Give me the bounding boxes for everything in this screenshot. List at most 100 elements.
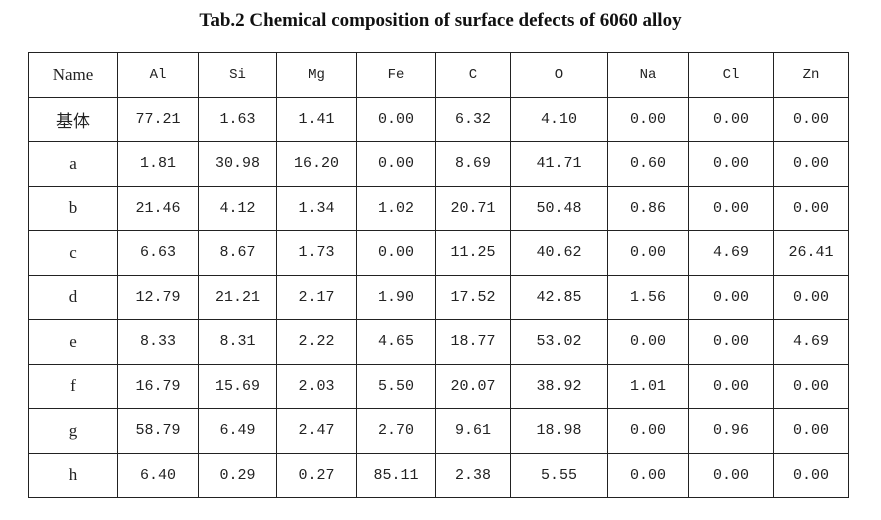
- header-cell-mg: Mg: [276, 52, 357, 98]
- table-cell: 0.00: [688, 319, 774, 365]
- table-cell: 0.00: [688, 452, 774, 498]
- header-cell-o: O: [510, 52, 608, 98]
- table-cell: 0.00: [773, 141, 849, 187]
- table-cell: 4.12: [198, 185, 277, 231]
- table-cell: 4.10: [510, 96, 608, 142]
- table-cell: 0.00: [356, 96, 436, 142]
- table-cell: 21.46: [117, 185, 199, 231]
- table-cell: 0.00: [607, 452, 689, 498]
- table-cell: 53.02: [510, 319, 608, 365]
- table-cell: 18.77: [435, 319, 511, 365]
- table-cell: 20.07: [435, 363, 511, 409]
- table-cell: 15.69: [198, 363, 277, 409]
- table-cell: 38.92: [510, 363, 608, 409]
- header-cell-zn: Zn: [773, 52, 849, 98]
- table-cell: 30.98: [198, 141, 277, 187]
- table-cell: 17.52: [435, 274, 511, 320]
- table-cell: 16.20: [276, 141, 357, 187]
- header-cell-c: C: [435, 52, 511, 98]
- table-cell: 50.48: [510, 185, 608, 231]
- table-cell: 6.49: [198, 408, 277, 454]
- table-row: g 58.79 6.49 2.47 2.70 9.61 18.98 0.00 0…: [28, 408, 849, 454]
- table-cell: 0.29: [198, 452, 277, 498]
- table-cell: 5.55: [510, 452, 608, 498]
- row-name-cell: h: [28, 452, 118, 498]
- table-cell: 0.00: [773, 363, 849, 409]
- table-cell: 0.00: [607, 230, 689, 276]
- table-cell: 8.33: [117, 319, 199, 365]
- row-name-cell: g: [28, 408, 118, 454]
- table-cell: 1.41: [276, 96, 357, 142]
- table-cell: 0.00: [688, 363, 774, 409]
- header-row: Name Al Si Mg Fe C O Na Cl Zn: [28, 52, 849, 98]
- table-cell: 6.40: [117, 452, 199, 498]
- table-cell: 1.90: [356, 274, 436, 320]
- table-row: f 16.79 15.69 2.03 5.50 20.07 38.92 1.01…: [28, 363, 849, 409]
- table-cell: 0.00: [688, 141, 774, 187]
- table-cell: 8.67: [198, 230, 277, 276]
- table-cell: 1.56: [607, 274, 689, 320]
- composition-table: Name Al Si Mg Fe C O Na Cl Zn 基体 77.21 1…: [28, 52, 849, 498]
- table-cell: 85.11: [356, 452, 436, 498]
- row-name-cell: a: [28, 141, 118, 187]
- header-cell-cl: Cl: [688, 52, 774, 98]
- row-name-cell: e: [28, 319, 118, 365]
- table-cell: 9.61: [435, 408, 511, 454]
- table-cell: 58.79: [117, 408, 199, 454]
- table-caption: Tab.2 Chemical composition of surface de…: [199, 10, 682, 31]
- table-cell: 0.00: [688, 274, 774, 320]
- table-cell: 40.62: [510, 230, 608, 276]
- table-row: e 8.33 8.31 2.22 4.65 18.77 53.02 0.00 0…: [28, 319, 849, 365]
- row-name-cell: 基体: [28, 96, 118, 142]
- table-cell: 0.00: [356, 141, 436, 187]
- table-cell: 0.27: [276, 452, 357, 498]
- table-cell: 1.02: [356, 185, 436, 231]
- table-cell: 6.32: [435, 96, 511, 142]
- table-cell: 8.31: [198, 319, 277, 365]
- table-cell: 0.00: [356, 230, 436, 276]
- table-cell: 0.00: [773, 408, 849, 454]
- table-cell: 5.50: [356, 363, 436, 409]
- table-row: h 6.40 0.29 0.27 85.11 2.38 5.55 0.00 0.…: [28, 452, 849, 498]
- table-cell: 16.79: [117, 363, 199, 409]
- table-row: 基体 77.21 1.63 1.41 0.00 6.32 4.10 0.00 0…: [28, 96, 849, 142]
- table-cell: 0.00: [773, 452, 849, 498]
- row-name-cell: b: [28, 185, 118, 231]
- table-cell: 11.25: [435, 230, 511, 276]
- table-cell: 0.00: [607, 319, 689, 365]
- table-row: b 21.46 4.12 1.34 1.02 20.71 50.48 0.86 …: [28, 185, 849, 231]
- table-cell: 2.17: [276, 274, 357, 320]
- table-cell: 26.41: [773, 230, 849, 276]
- table-cell: 1.81: [117, 141, 199, 187]
- table-cell: 0.00: [688, 96, 774, 142]
- table-cell: 42.85: [510, 274, 608, 320]
- header-cell-al: Al: [117, 52, 199, 98]
- table-row: d 12.79 21.21 2.17 1.90 17.52 42.85 1.56…: [28, 274, 849, 320]
- table-cell: 4.69: [688, 230, 774, 276]
- table-cell: 4.65: [356, 319, 436, 365]
- table-cell: 2.22: [276, 319, 357, 365]
- table-cell: 2.47: [276, 408, 357, 454]
- header-cell-fe: Fe: [356, 52, 436, 98]
- table-cell: 77.21: [117, 96, 199, 142]
- table-cell: 4.69: [773, 319, 849, 365]
- table-cell: 0.00: [688, 185, 774, 231]
- table-cell: 0.00: [773, 185, 849, 231]
- row-name-cell: f: [28, 363, 118, 409]
- table-row: a 1.81 30.98 16.20 0.00 8.69 41.71 0.60 …: [28, 141, 849, 187]
- table-cell: 1.73: [276, 230, 357, 276]
- table-cell: 0.60: [607, 141, 689, 187]
- table-cell: 1.63: [198, 96, 277, 142]
- table-cell: 41.71: [510, 141, 608, 187]
- table-cell: 2.38: [435, 452, 511, 498]
- table-cell: 2.70: [356, 408, 436, 454]
- header-cell-name: Name: [28, 52, 118, 98]
- table-cell: 12.79: [117, 274, 199, 320]
- table-cell: 0.00: [773, 96, 849, 142]
- header-cell-na: Na: [607, 52, 689, 98]
- table-cell: 2.03: [276, 363, 357, 409]
- table-cell: 21.21: [198, 274, 277, 320]
- table-cell: 20.71: [435, 185, 511, 231]
- table-cell: 8.69: [435, 141, 511, 187]
- table-cell: 0.00: [773, 274, 849, 320]
